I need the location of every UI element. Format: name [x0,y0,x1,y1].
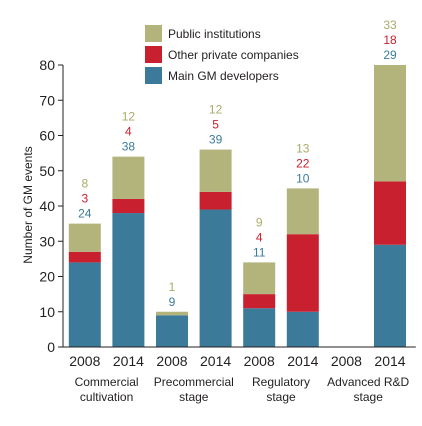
data-label: 3 [81,192,88,206]
group-label: stage [354,390,384,404]
group-label: Regulatory [252,375,310,389]
y-axis: 0 10 20 30 40 50 60 70 80 [39,57,64,355]
bar-segment [243,308,276,347]
y-tick-label: 80 [39,57,55,73]
bar-segment [374,244,406,347]
legend-swatch [145,46,162,63]
data-label: 33 [383,18,397,32]
legend: Public institutions Other private compani… [145,25,299,84]
y-tick-label: 40 [39,198,55,214]
bar-segment [156,311,188,316]
data-label: 12 [122,110,136,124]
group-label: stage [179,390,209,404]
x-tick-label: 2008 [331,353,362,369]
data-label: 18 [383,33,397,47]
data-label: 9 [169,295,176,309]
bar-segment [374,181,406,245]
bar-segment [286,311,319,347]
bar-segment [68,251,101,263]
bar-segment [286,188,319,235]
bar-segment [156,315,188,347]
data-label: 38 [122,140,136,154]
group-label: cultivation [80,390,133,404]
bar-segment [286,234,319,312]
bar-segment [243,262,276,295]
data-label: 39 [209,133,223,147]
y-tick-label: 10 [39,304,55,320]
data-label: 5 [212,118,219,132]
x-tick-label: 2014 [113,353,144,369]
bar-segment [199,209,232,347]
bar-segment [243,294,276,309]
x-tick-label: 2014 [374,353,405,369]
x-axis: 2008 2014 2008 2014 2008 2014 2008 2014 Commerci… [63,346,416,404]
legend-swatch [145,25,162,42]
data-label: 22 [296,156,310,170]
x-tick-label: 2008 [156,353,187,369]
x-tick-label: 2014 [287,353,318,369]
data-label: 4 [256,230,263,244]
y-tick-label: 50 [39,163,55,179]
legend-swatch [145,67,162,84]
legend-label: Main GM developers [168,69,279,83]
bar-segment [199,149,232,192]
data-label: 10 [296,171,310,185]
bar-segment [112,198,145,214]
data-label: 8 [81,177,88,191]
y-tick-label: 70 [39,92,55,108]
data-label: 12 [209,103,223,117]
data-label: 9 [256,215,263,229]
x-tick-label: 2008 [69,353,100,369]
bar-segment [199,191,232,210]
x-tick-label: 2008 [244,353,275,369]
y-axis-label: Number of GM events [21,146,35,263]
y-tick-label: 30 [39,233,55,249]
y-tick-label: 0 [47,339,55,355]
bar-segment [112,213,145,347]
x-tick-label: 2014 [200,353,231,369]
data-label: 4 [125,125,132,139]
group-label: Precommercial [154,375,234,389]
bar-segment [68,262,101,347]
y-tick-label: 20 [39,269,55,285]
bar-segment [112,156,145,199]
group-label: Advanced R&D [327,375,409,389]
y-tick-label: 60 [39,128,55,144]
legend-label: Public institutions [168,27,261,41]
legend-label: Other private companies [168,48,299,62]
data-label: 13 [296,141,310,155]
data-label: 29 [383,48,397,62]
data-label: 11 [253,245,266,259]
group-label: stage [266,390,296,404]
data-label: 1 [169,280,176,294]
data-label: 24 [78,207,92,221]
group-label: Commercial [75,375,139,389]
bar-segment [374,65,406,182]
bar-segment [68,223,101,252]
